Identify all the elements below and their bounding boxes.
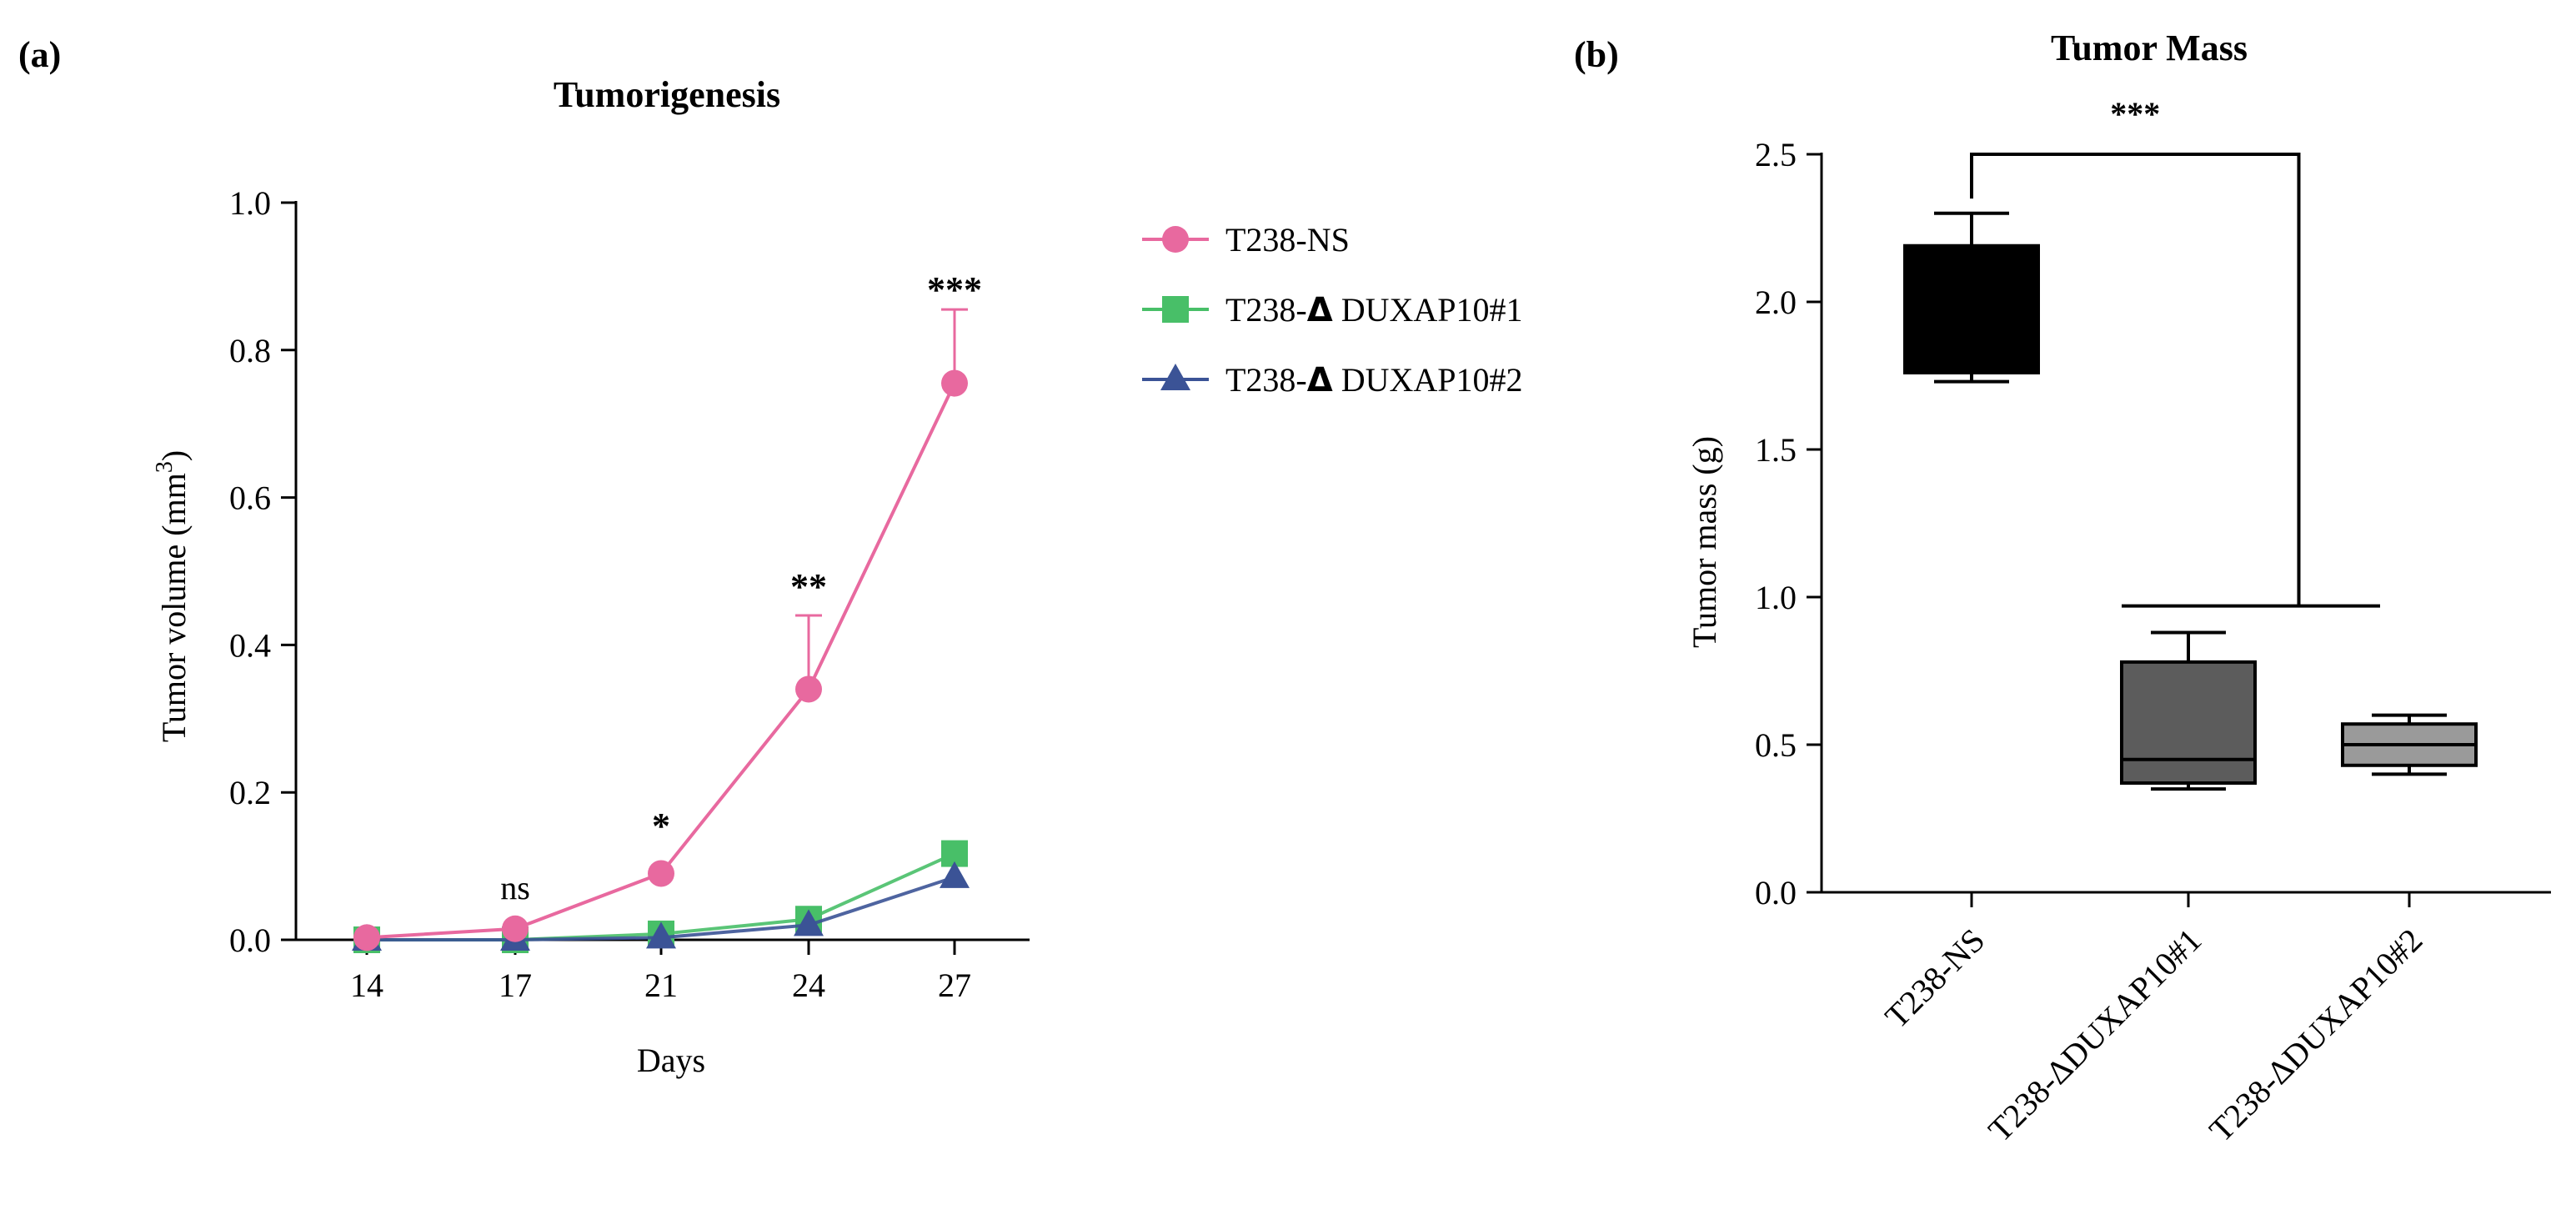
significance-label: *** xyxy=(2110,95,2160,133)
legend-label-ns: T238-NS xyxy=(1225,221,1350,259)
box-2 xyxy=(2120,630,2257,791)
legend-marker-d1 xyxy=(1162,296,1189,323)
series-line-ns xyxy=(366,382,956,940)
data-point-ns xyxy=(502,915,529,942)
category-label: T238-NS xyxy=(1877,921,1992,1036)
panel-b-y-tick-label: 0.0 xyxy=(1755,874,1797,911)
significance-bracket xyxy=(1970,153,2301,606)
panel-b-axes xyxy=(1820,153,2551,894)
panel-a-y-axis-label: Tumor volume (mm3) xyxy=(152,450,193,742)
data-point-d2 xyxy=(794,909,824,936)
box-3 xyxy=(2341,713,2478,776)
series-ns xyxy=(353,308,968,951)
data-point-ns xyxy=(353,924,380,951)
panel-b-y-tick-label: 1.0 xyxy=(1755,579,1797,616)
box-1 xyxy=(1903,211,2040,384)
legend-label-suffix: DUXAP10#1 xyxy=(1333,291,1523,329)
legend-label-d1: T238-Δ DUXAP10#1 xyxy=(1225,291,1523,329)
legend-marker-d2 xyxy=(1160,364,1190,390)
panel-a-x-tick-label: 24 xyxy=(792,967,825,1004)
panel-b-label: (b) xyxy=(1574,34,1619,75)
legend-label-prefix: T238- xyxy=(1225,361,1307,399)
significance-label: *** xyxy=(927,269,982,310)
legend-label-delta: Δ xyxy=(1307,361,1333,399)
legend-label-delta: Δ xyxy=(1307,291,1333,329)
data-point-ns xyxy=(941,369,968,397)
panel-b-boxes xyxy=(1903,211,2478,791)
panel-a-label: (a) xyxy=(18,34,61,75)
panel-a-y-tick-label: 0.4 xyxy=(229,626,271,664)
data-point-ns xyxy=(648,860,674,887)
panel-a-x-tick-label: 17 xyxy=(499,967,532,1004)
panel-a-x-tick-label: 27 xyxy=(938,967,971,1004)
legend-marker-ns xyxy=(1162,226,1189,253)
panel-a-x-tick-label: 21 xyxy=(644,967,678,1004)
significance-label: * xyxy=(652,806,670,846)
panel-a-y-tick-label: 0.6 xyxy=(229,479,271,517)
panel-b-y-axis-label: Tumor mass (g) xyxy=(1686,436,1723,648)
panel-a-y-tick-label: 0.8 xyxy=(229,332,271,369)
category-label: T238-ΔDUXAP10#1 xyxy=(1981,921,2208,1149)
significance-label: ns xyxy=(500,869,530,906)
legend-label-prefix: T238- xyxy=(1225,291,1307,329)
data-point-d2 xyxy=(940,861,970,888)
data-point-d2 xyxy=(646,921,676,949)
panel-a-ticks: 0.0 0.2 0.4 0.6 0.8 1.0 14 17 21 24 27 xyxy=(229,184,971,1004)
category-label: T238-ΔDUXAP10#2 xyxy=(2202,921,2429,1149)
legend-label-prefix: T238-NS xyxy=(1225,221,1350,259)
data-point-ns xyxy=(795,675,822,703)
panel-b-title: Tumor Mass xyxy=(2051,28,2248,68)
panel-b-ticks: 0.0 0.5 1.0 1.5 2.0 2.5 xyxy=(1755,136,2411,911)
box-body xyxy=(2120,660,2257,786)
panel-b-y-tick-label: 2.5 xyxy=(1755,136,1797,173)
panel-a-x-axis-label: Days xyxy=(637,1042,705,1079)
significance-label: ** xyxy=(790,566,827,607)
panel-b-y-tick-label: 0.5 xyxy=(1755,726,1797,764)
panel-a-significance: ns****** xyxy=(500,269,982,906)
panel-a-tumorigenesis-chart: (a) Tumorigenesis Days Tumor volume (mm3… xyxy=(18,34,1523,1079)
panel-a-series xyxy=(352,308,970,953)
panel-b-tumor-mass-chart: (b) Tumor Mass Tumor mass (g) 0.0 0.5 1.0 1… xyxy=(1574,28,2551,1149)
legend-label-suffix: DUXAP10#2 xyxy=(1333,361,1523,399)
panel-b-y-tick-label: 1.5 xyxy=(1755,431,1797,469)
panel-b-significance: *** xyxy=(1970,95,2380,608)
panel-b-y-tick-label: 2.0 xyxy=(1755,284,1797,321)
panel-a-y-tick-label: 1.0 xyxy=(229,184,271,222)
panel-a-y-tick-label: 0.0 xyxy=(229,921,271,959)
legend-label-d2: T238-Δ DUXAP10#2 xyxy=(1225,361,1523,399)
panel-a-y-tick-label: 0.2 xyxy=(229,774,271,811)
panel-a-title: Tumorigenesis xyxy=(554,74,780,115)
panel-a-x-tick-label: 14 xyxy=(350,967,383,1004)
box-body xyxy=(1903,244,2040,374)
